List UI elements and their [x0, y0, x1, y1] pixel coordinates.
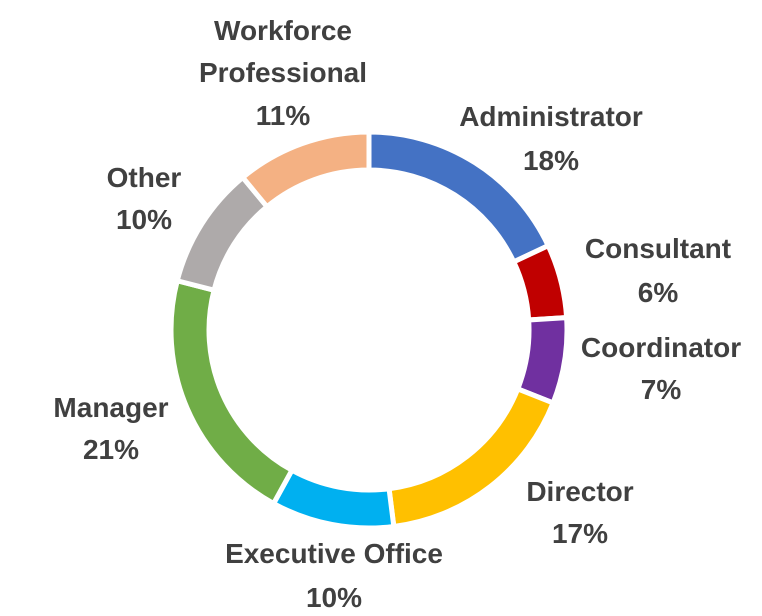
data-labels: Administrator 18% Consultant 6% Coordinator 7…	[53, 15, 741, 613]
category-label: Other	[107, 162, 182, 193]
category-label: Consultant	[585, 233, 731, 264]
category-label: Manager	[53, 392, 168, 423]
slice-manager	[168, 277, 296, 507]
category-label: Administrator	[459, 101, 643, 132]
percent-label: 17%	[552, 518, 608, 549]
category-label: Coordinator	[581, 332, 741, 363]
slices	[168, 129, 570, 531]
category-label: Executive Office	[225, 538, 443, 569]
percent-label: 7%	[641, 374, 682, 405]
percent-label: 21%	[83, 434, 139, 465]
percent-label: 10%	[116, 204, 172, 235]
category-label: Workforce	[214, 15, 352, 46]
percent-label: 6%	[638, 277, 679, 308]
slice-consultant	[510, 242, 570, 323]
percent-label: 18%	[523, 145, 579, 176]
category-label: Professional	[199, 57, 367, 88]
slice-workforce-professional	[239, 129, 372, 211]
slice-executive-office	[270, 466, 397, 531]
slice-administrator	[366, 129, 552, 266]
percent-label: 10%	[306, 582, 362, 613]
category-label: Director	[526, 476, 633, 507]
percent-label: 11%	[256, 100, 311, 131]
